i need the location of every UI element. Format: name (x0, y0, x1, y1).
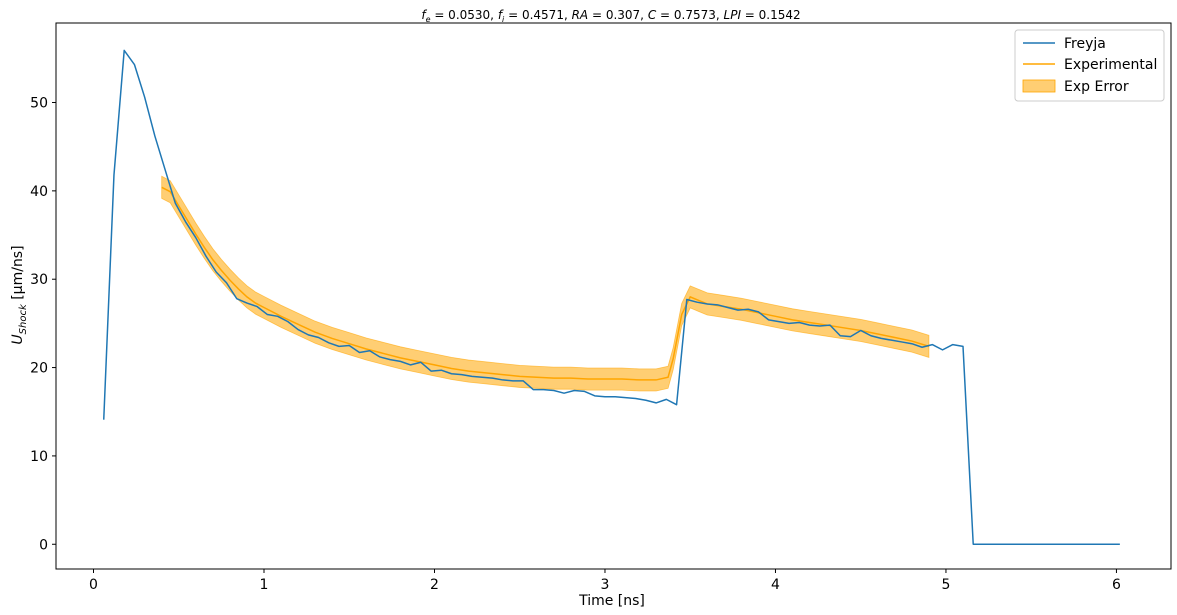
x-tick-label: 2 (430, 577, 439, 593)
chart-title: fe = 0.0530, fi = 0.4571, RA = 0.307, C … (421, 8, 800, 24)
freyja-line (102, 49, 1120, 546)
exp-error-band-group (161, 175, 930, 392)
x-tick-label: 4 (771, 577, 780, 593)
x-tick-label: 5 (941, 577, 950, 593)
legend-exp-error-label: Exp Error (1064, 79, 1129, 95)
plot-area-frame (55, 22, 1172, 570)
y-tick-label: 20 (30, 361, 48, 377)
x-axis-label: Time [ns] (578, 593, 645, 609)
y-tick-label: 30 (30, 272, 48, 288)
x-tick-label: 3 (601, 577, 610, 593)
y-tick-label: 40 (30, 184, 48, 200)
experimental-line (161, 186, 930, 381)
x-tick-label: 0 (89, 577, 98, 593)
x-axis: 0 1 2 3 4 5 6 (89, 569, 1121, 593)
y-tick-label: 50 (30, 96, 48, 112)
legend: Freyja Experimental Exp Error (1014, 29, 1165, 102)
y-axis-label: UShock [μm/ns] (10, 245, 29, 344)
y-tick-label: 10 (30, 449, 48, 465)
y-axis: 0 10 20 30 40 50 (30, 96, 56, 553)
y-tick-label: 0 (39, 537, 48, 553)
legend-freyja-label: Freyja (1064, 36, 1106, 52)
freyja-line-group (102, 49, 1120, 546)
exp-error-band (161, 175, 930, 392)
x-tick-label: 6 (1112, 577, 1121, 593)
experimental-line-group (161, 186, 930, 381)
x-tick-label: 1 (260, 577, 269, 593)
legend-exp-error-swatch (1022, 79, 1056, 93)
legend-experimental-label: Experimental (1064, 57, 1157, 73)
